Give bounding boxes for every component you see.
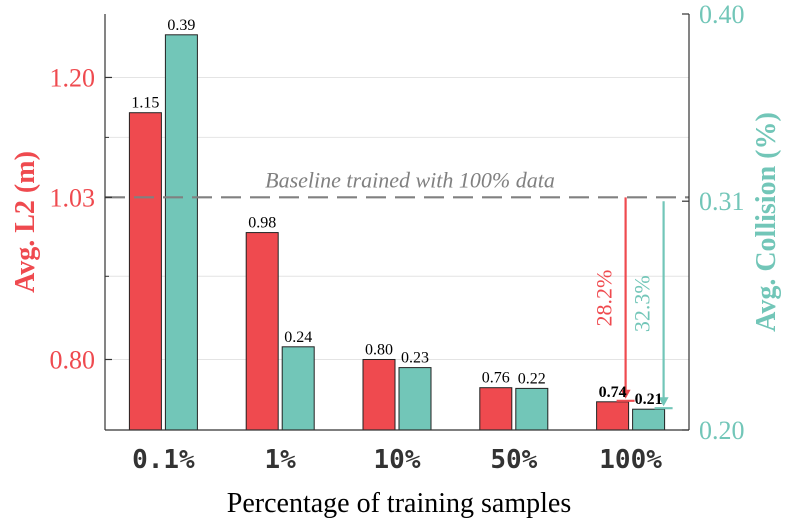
data-label-avg-l2-m-1: 0.98 [248, 215, 276, 232]
bar-avg-collision-10 [398, 367, 432, 431]
bar-avg-collision-100 [632, 408, 666, 431]
right-tick-label-0-31: 0.31 [699, 187, 745, 216]
data-label-avg-collision-50: 0.22 [518, 370, 546, 387]
bar-avg-l2-m-10 [362, 358, 396, 431]
grid-lines [105, 76, 689, 360]
axes [104, 13, 690, 431]
bar-avg-collision-0-1 [164, 34, 198, 431]
data-label-avg-l2-m-100: 0.74 [599, 384, 627, 401]
bar-avg-collision-1 [281, 346, 315, 431]
data-label-avg-collision-0-1: 0.39 [167, 17, 195, 34]
data-label-avg-l2-m-50: 0.76 [482, 370, 510, 387]
bar-avg-l2-m-0-1 [128, 112, 162, 431]
x-tick-label-100: 100% [599, 445, 662, 475]
bar-avg-l2-m-1 [245, 232, 279, 431]
bar-avg-l2-m-100 [596, 401, 630, 431]
annotation-label-avg-l2-m: 28.2% [592, 270, 617, 327]
data-label-avg-l2-m-10: 0.80 [365, 341, 393, 358]
annotation-arrowhead-avg-collision [658, 397, 669, 407]
left-axis-title: Avg. L2 (m) [10, 151, 41, 293]
bar-avg-collision-50 [515, 387, 549, 431]
left-tick-label-1-20: 1.20 [50, 63, 96, 92]
bars [128, 34, 666, 431]
right-axis-title: Avg. Collision (%) [751, 112, 782, 332]
left-tick-label-0-80: 0.80 [50, 345, 96, 374]
x-tick-label-1: 1% [265, 445, 297, 475]
x-tick-label-50: 50% [490, 445, 537, 475]
left-tick-label-1-03: 1.03 [50, 183, 96, 212]
bar-avg-l2-m-50 [479, 387, 513, 431]
right-tick-label-0-40: 0.40 [699, 0, 745, 29]
annotation-label-avg-collision: 32.3% [630, 275, 655, 332]
x-tick-label-0-1: 0.1% [132, 445, 195, 475]
data-label-avg-collision-100: 0.21 [635, 391, 663, 408]
baseline: Baseline trained with 100% data [105, 167, 689, 199]
data-label-avg-collision-1: 0.24 [284, 329, 312, 346]
right-tick-label-0-20: 0.20 [699, 416, 745, 445]
labels: 1.15 0.39 0.1% 0.98 0.24 1% 0.80 0.23 10% 0.76 0.2… [10, 0, 782, 519]
data-label-avg-collision-10: 0.23 [401, 350, 429, 367]
baseline-label: Baseline trained with 100% data [265, 167, 555, 192]
x-axis-title: Percentage of training samples [227, 488, 571, 519]
annotations: 28.2% 32.3% [592, 197, 673, 410]
annotation-arrowhead-avg-l2-m [620, 389, 631, 399]
data-label-avg-l2-m-0-1: 1.15 [131, 95, 159, 112]
x-tick-label-10: 10% [374, 445, 421, 475]
